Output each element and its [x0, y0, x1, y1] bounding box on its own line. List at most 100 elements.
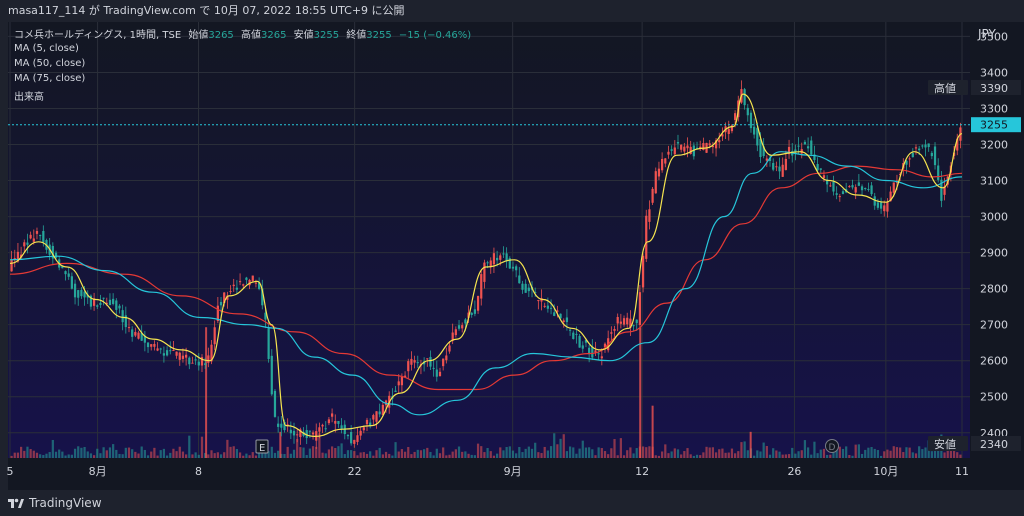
candle-body: [89, 295, 93, 307]
candle-body: [457, 325, 461, 329]
volume-bar: [626, 450, 629, 458]
candle-body: [746, 107, 749, 116]
candle-body: [654, 171, 657, 194]
volume-bar: [753, 455, 756, 458]
candle-body: [311, 432, 315, 435]
volume-bar: [740, 442, 743, 458]
candle-body: [486, 262, 489, 264]
candle-body: [505, 253, 508, 262]
candle-body: [429, 356, 432, 367]
time-tick-label: 22: [348, 465, 362, 478]
legend-ma75[interactable]: MA (75, close): [14, 73, 86, 84]
last-price-tag: 3255: [971, 117, 1021, 133]
volume-bar: [238, 452, 242, 458]
time-tick-label: 9月: [504, 465, 522, 478]
volume-bar: [311, 446, 315, 458]
candle-body: [680, 144, 683, 150]
volume-bar: [216, 452, 219, 458]
candle-body: [29, 234, 32, 239]
candle-body: [562, 320, 565, 323]
volume-bar: [588, 447, 591, 458]
volume-bar: [359, 452, 362, 458]
volume-bar: [416, 449, 419, 458]
volume-bar: [895, 447, 899, 458]
candle-body: [223, 292, 226, 304]
volume-bar: [492, 455, 496, 458]
candle-body: [721, 134, 724, 137]
candle-body: [781, 164, 784, 177]
candle-body: [559, 313, 562, 319]
volume-bar: [787, 454, 791, 458]
volume-bar: [632, 453, 635, 458]
tradingview-brand[interactable]: TradingView: [29, 496, 102, 510]
volume-bar: [775, 450, 778, 458]
candle-body: [178, 352, 181, 360]
volume-bar: [730, 448, 734, 458]
candle-body: [39, 235, 42, 237]
candle-body: [908, 158, 911, 160]
volume-bar: [470, 454, 473, 458]
price-tick-label: 2700: [980, 319, 1008, 332]
candle-body: [645, 215, 648, 259]
volume-bar: [724, 452, 727, 458]
candle-body: [137, 332, 140, 339]
volume-bar: [838, 446, 841, 458]
volume-bar: [943, 452, 946, 458]
high-label: 高値: [240, 30, 261, 41]
candle-body: [718, 140, 721, 143]
candle-body: [248, 279, 251, 286]
candle-body: [581, 345, 584, 349]
volume-bar: [127, 447, 131, 458]
candle-body: [838, 196, 841, 198]
candle-body: [711, 146, 715, 148]
candle-body: [883, 205, 886, 212]
candle-body: [140, 332, 143, 341]
volume-bar: [778, 451, 781, 458]
volume-bar: [464, 451, 467, 458]
earnings-marker[interactable]: E: [255, 439, 269, 454]
candle-body: [334, 420, 337, 424]
volume-bar: [51, 439, 54, 458]
volume-bar: [137, 453, 140, 458]
volume-bar: [67, 454, 70, 458]
volume-bar: [143, 449, 146, 458]
volume-bar: [924, 447, 927, 458]
candle-body: [622, 318, 626, 325]
candle-body: [445, 355, 448, 361]
volume-bar: [578, 448, 581, 458]
candle-body: [242, 284, 245, 286]
candle-body: [591, 346, 594, 358]
candle-body: [369, 422, 372, 426]
legend-ma5[interactable]: MA (5, close): [14, 43, 79, 54]
volume-bar: [645, 447, 648, 458]
volume-bar: [429, 451, 432, 458]
candle-body: [537, 300, 540, 302]
volume-bar: [248, 455, 251, 458]
volume-bar: [803, 440, 807, 458]
candle-body: [673, 147, 676, 155]
price-tick-label: 3000: [980, 211, 1008, 224]
candle-body: [794, 149, 797, 152]
volume-bar: [759, 451, 762, 458]
volume-bar: [207, 454, 210, 458]
candle-body: [626, 317, 629, 325]
candle-body: [943, 186, 946, 195]
candle-body: [19, 254, 23, 258]
volume-bar: [159, 450, 162, 458]
volume-bar: [905, 447, 908, 458]
volume-bar: [299, 447, 302, 458]
legend-ma50[interactable]: MA (50, close): [14, 58, 86, 69]
volume-bar: [83, 446, 86, 458]
volume-bar: [146, 455, 150, 458]
candle-body: [860, 186, 864, 191]
candle-body: [165, 350, 169, 356]
candle-body: [324, 428, 327, 430]
last-price-value: 3255: [980, 119, 1008, 132]
candle-body: [470, 312, 473, 315]
volume-bar: [921, 449, 924, 458]
candle-body: [61, 265, 64, 269]
dividend-marker[interactable]: D: [825, 439, 839, 454]
candle-body: [905, 160, 908, 165]
legend-volume[interactable]: 出来高: [14, 92, 44, 103]
